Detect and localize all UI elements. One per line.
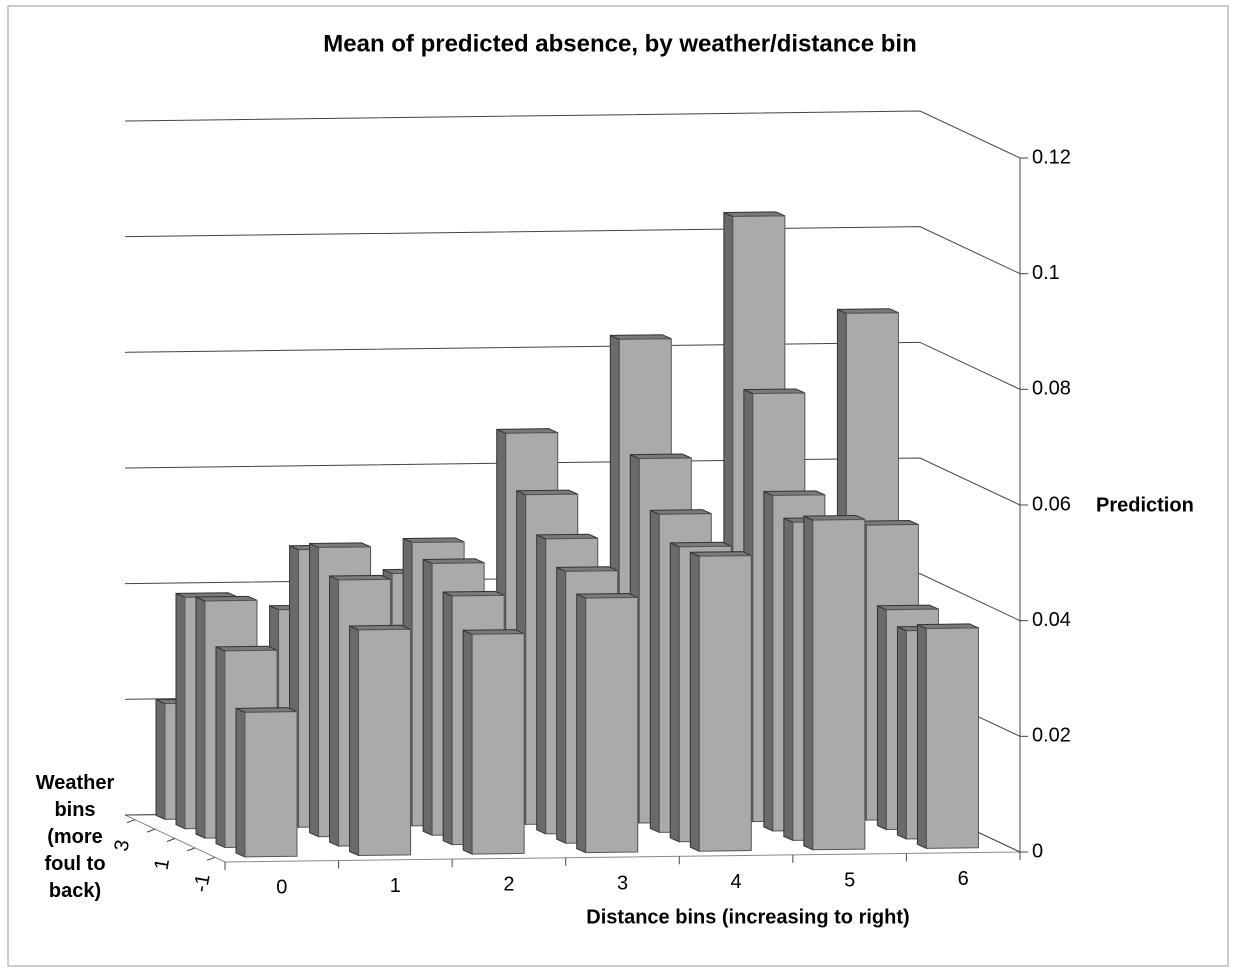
y-tick-label: 0.06 xyxy=(1032,493,1071,515)
bar-front xyxy=(244,711,298,858)
bar-side xyxy=(803,515,814,851)
bar-side xyxy=(689,551,700,852)
bar-front xyxy=(358,628,412,857)
bar-side xyxy=(155,698,166,821)
bar-side xyxy=(876,605,887,831)
bar-side xyxy=(536,534,547,835)
bar-side xyxy=(349,625,360,857)
bar-side xyxy=(442,591,453,846)
bar-side xyxy=(669,542,680,843)
z-tick-label: 1 xyxy=(150,857,174,872)
z-axis-title: Weather bins (more foul to back) xyxy=(35,772,115,902)
bar-side xyxy=(763,490,774,832)
y-tick-label: 0.1 xyxy=(1032,262,1060,284)
z-tick-mark xyxy=(166,838,176,842)
bar-side xyxy=(556,566,567,845)
z-tick-label: -1 xyxy=(190,873,215,894)
x-tick-label: 3 xyxy=(617,872,628,894)
bar xyxy=(916,623,979,850)
x-axis-title: Distance bins (increasing to right) xyxy=(586,906,909,928)
bar xyxy=(462,629,525,855)
z-tick-mark xyxy=(126,819,136,824)
bar xyxy=(803,514,866,851)
bar-side xyxy=(175,592,186,830)
x-tick-label: 0 xyxy=(276,877,287,899)
bar-side xyxy=(195,596,206,839)
x-tick-label: 1 xyxy=(390,875,401,897)
grid-line xyxy=(124,457,1021,506)
bar-front xyxy=(698,555,752,852)
bar-side xyxy=(896,625,907,840)
y-tick-label: 0.02 xyxy=(1032,725,1071,747)
bar-side xyxy=(422,558,433,837)
grid-line xyxy=(124,110,1021,159)
bar-side xyxy=(309,542,320,838)
bar xyxy=(576,593,639,854)
z-tick-mark xyxy=(206,856,216,861)
y-tick-label: 0.04 xyxy=(1032,609,1071,631)
bar xyxy=(235,707,298,858)
y-tick-label: 0.12 xyxy=(1032,146,1071,168)
chart-title: Mean of predicted absence, by weather/di… xyxy=(323,30,917,57)
bar xyxy=(349,624,412,857)
bar-side xyxy=(215,646,226,849)
bar-front xyxy=(925,627,979,849)
bar xyxy=(689,551,752,852)
x-tick-label: 6 xyxy=(958,868,969,890)
y-axis-title: Prediction xyxy=(1096,494,1194,516)
z-tick-mark xyxy=(186,847,196,852)
grid-line xyxy=(124,226,1021,275)
y-tick-label: 0.08 xyxy=(1032,378,1071,400)
bar-side xyxy=(916,623,927,850)
x-tick-label: 4 xyxy=(731,871,742,893)
x-tick-label: 5 xyxy=(844,869,855,891)
frame xyxy=(7,5,1229,967)
bar-side xyxy=(462,629,473,855)
bar-side xyxy=(329,575,340,847)
bar-front xyxy=(812,518,866,851)
z-tick-mark xyxy=(146,828,156,833)
bar-side xyxy=(649,509,660,834)
bar-front xyxy=(585,597,639,854)
x-tick-label: 2 xyxy=(503,874,514,896)
bar-front xyxy=(471,633,525,855)
bar-side xyxy=(235,707,246,858)
bar-side xyxy=(576,593,587,854)
bar-side xyxy=(783,517,794,842)
grid-line xyxy=(124,341,1021,390)
y-tick-label: 0 xyxy=(1032,840,1043,862)
z-tick-label: 3 xyxy=(110,838,134,853)
